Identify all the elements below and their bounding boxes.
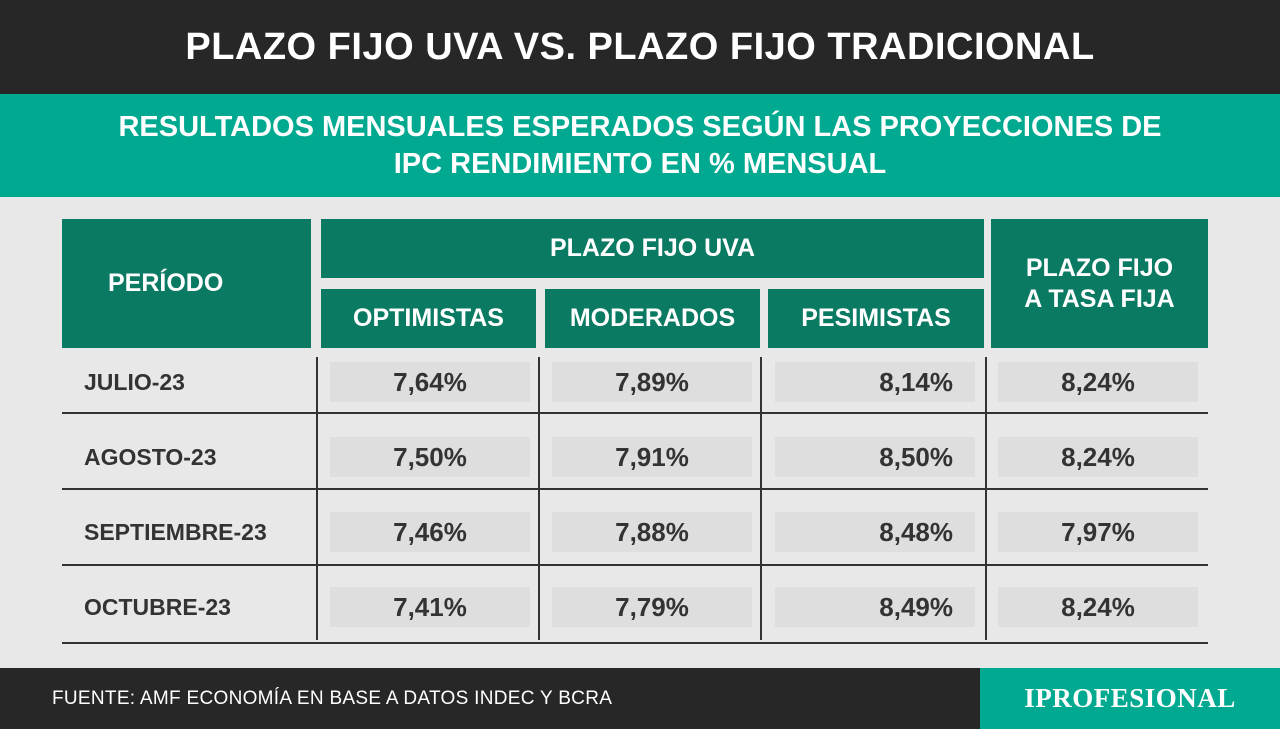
header-plazo-fijo-uva: PLAZO FIJO UVA <box>321 219 984 278</box>
column-divider <box>316 357 318 640</box>
cell-moderados: 7,88% <box>552 512 752 552</box>
cell-optimistas: 7,64% <box>330 362 530 402</box>
cell-moderados: 7,89% <box>552 362 752 402</box>
subtitle-line-1: RESULTADOS MENSUALES ESPERADOS SEGÚN LAS… <box>118 110 1162 143</box>
row-divider <box>62 642 1208 644</box>
brand-logo: IPROFESIONAL <box>980 668 1280 729</box>
header-periodo: PERÍODO <box>62 219 311 348</box>
cell-pesimistas: 8,49% <box>775 587 975 627</box>
cell-moderados: 7,91% <box>552 437 752 477</box>
row-label: AGOSTO-23 <box>84 443 217 470</box>
cell-tasa-fija: 8,24% <box>998 587 1198 627</box>
cell-optimistas: 7,50% <box>330 437 530 477</box>
row-label: OCTUBRE-23 <box>84 593 231 620</box>
subtitle: RESULTADOS MENSUALES ESPERADOS SEGÚN LAS… <box>0 94 1280 197</box>
header-moderados: MODERADOS <box>545 289 760 348</box>
row-divider <box>62 564 1208 566</box>
page-title: PLAZO FIJO UVA VS. PLAZO FIJO TRADICIONA… <box>0 0 1280 94</box>
cell-optimistas: 7,41% <box>330 587 530 627</box>
header-tasa-fija-line-2: A TASA FIJA <box>1024 284 1175 313</box>
header-optimistas: OPTIMISTAS <box>321 289 536 348</box>
subtitle-line-2: IPC RENDIMIENTO EN % MENSUAL <box>393 147 887 180</box>
cell-tasa-fija: 8,24% <box>998 362 1198 402</box>
source-note: FUENTE: AMF ECONOMÍA EN BASE A DATOS IND… <box>0 668 980 729</box>
cell-tasa-fija: 7,97% <box>998 512 1198 552</box>
row-label: SEPTIEMBRE-23 <box>84 518 267 545</box>
cell-pesimistas: 8,50% <box>775 437 975 477</box>
cell-pesimistas: 8,48% <box>775 512 975 552</box>
cell-optimistas: 7,46% <box>330 512 530 552</box>
header-plazo-fijo-tasa-fija: PLAZO FIJO A TASA FIJA <box>991 219 1208 348</box>
row-label: JULIO-23 <box>84 368 185 395</box>
column-divider <box>760 357 762 640</box>
cell-moderados: 7,79% <box>552 587 752 627</box>
header-tasa-fija-line-1: PLAZO FIJO <box>1025 253 1174 282</box>
cell-pesimistas: 8,14% <box>775 362 975 402</box>
header-pesimistas: PESIMISTAS <box>768 289 984 348</box>
row-divider <box>62 488 1208 490</box>
cell-tasa-fija: 8,24% <box>998 437 1198 477</box>
column-divider <box>538 357 540 640</box>
column-divider <box>985 357 987 640</box>
row-divider <box>62 412 1208 414</box>
